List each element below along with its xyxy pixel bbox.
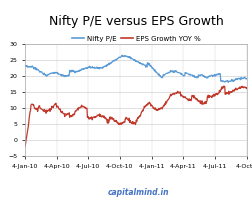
Nifty P/E — [24, 64, 27, 67]
EPS Growth YOY % — [205, 100, 208, 102]
Nifty P/E — [130, 57, 133, 59]
EPS Growth YOY % — [24, 145, 27, 147]
Line: EPS Growth YOY %: EPS Growth YOY % — [25, 86, 247, 146]
Nifty P/E — [156, 73, 159, 75]
Nifty P/E — [131, 58, 134, 60]
EPS Growth YOY % — [130, 122, 133, 125]
Line: Nifty P/E: Nifty P/E — [25, 55, 247, 82]
EPS Growth YOY % — [241, 85, 244, 87]
EPS Growth YOY % — [144, 106, 147, 108]
Nifty P/E — [245, 77, 248, 80]
Nifty P/E — [144, 66, 147, 68]
Nifty P/E — [227, 81, 230, 84]
Nifty P/E — [241, 77, 244, 79]
EPS Growth YOY % — [156, 109, 159, 112]
Nifty P/E — [206, 77, 209, 79]
Text: capitalmind.in: capitalmind.in — [108, 188, 169, 197]
EPS Growth YOY % — [222, 85, 225, 87]
Title: Nifty P/E versus EPS Growth: Nifty P/E versus EPS Growth — [49, 15, 224, 28]
EPS Growth YOY % — [129, 121, 132, 124]
Nifty P/E — [120, 54, 123, 56]
EPS Growth YOY % — [245, 87, 248, 89]
Legend: Nifty P/E, EPS Growth YOY %: Nifty P/E, EPS Growth YOY % — [69, 33, 203, 44]
